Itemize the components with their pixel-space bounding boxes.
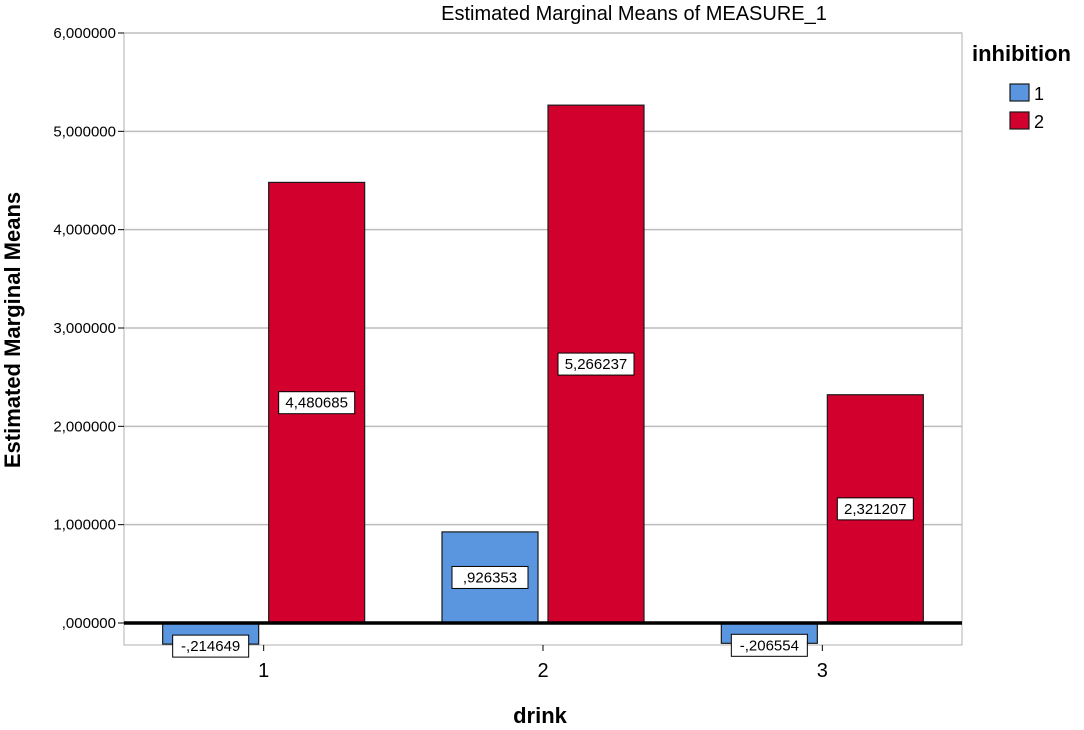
- data-label: 4,480685: [285, 395, 348, 412]
- y-tick-label: 5,000000: [53, 123, 116, 140]
- y-tick-label: 3,000000: [53, 320, 116, 337]
- y-tick-label: 6,000000: [53, 25, 116, 42]
- y-tick-label: 2,000000: [53, 418, 116, 435]
- legend-label-1: 1: [1034, 84, 1044, 104]
- x-tick-label: 3: [817, 660, 828, 682]
- data-label-box: [557, 352, 635, 376]
- legend-swatch-2: [1009, 111, 1030, 130]
- y-axis-title: Estimated Marginal Means: [0, 192, 25, 468]
- data-label-box: [836, 497, 914, 521]
- data-label-box: [278, 391, 356, 415]
- legend-swatch-1: [1009, 83, 1030, 102]
- data-label: 5,266237: [565, 356, 628, 373]
- y-tick-label: ,000000: [62, 615, 116, 632]
- x-axis-title: drink: [513, 703, 568, 728]
- legend-title: inhibition: [972, 41, 1071, 66]
- y-tick-label: 4,000000: [53, 222, 116, 239]
- data-label-box: [172, 634, 250, 658]
- axes: ,000000 1,000000 2,000000 3,000000 4,000000 5…: [53, 25, 962, 682]
- x-tick-label: 2: [537, 660, 548, 682]
- x-tick-label: 1: [258, 660, 269, 682]
- y-tick-label: 1,000000: [53, 517, 116, 534]
- data-label: 2,321207: [844, 501, 907, 518]
- bars: [162, 104, 924, 645]
- data-label: -,214649: [181, 638, 240, 655]
- data-labels: -,214649 4,480685 ,926353 5,266237 -,206554 2…: [172, 352, 914, 658]
- data-label: ,926353: [463, 569, 517, 586]
- data-label-box: [730, 633, 808, 657]
- legend-label-2: 2: [1034, 112, 1044, 132]
- data-label: -,206554: [740, 637, 799, 654]
- legend: inhibition 1 2: [972, 41, 1071, 132]
- data-label-box: [451, 565, 529, 589]
- chart-title: Estimated Marginal Means of MEASURE_1: [441, 3, 827, 25]
